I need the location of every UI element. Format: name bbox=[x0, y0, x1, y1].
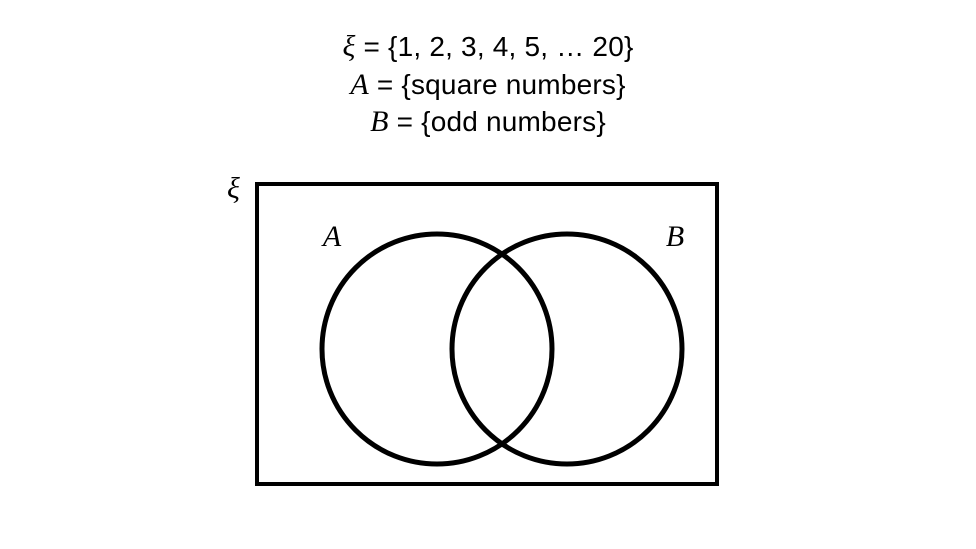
def-universal: ξ = {1, 2, 3, 4, 5, … 20} bbox=[0, 28, 976, 66]
set-definitions: ξ = {1, 2, 3, 4, 5, … 20} A = {square nu… bbox=[0, 28, 976, 141]
equals-sign: = bbox=[377, 69, 402, 100]
set-a-value: {square numbers} bbox=[401, 69, 625, 100]
universal-value: {1, 2, 3, 4, 5, … 20} bbox=[388, 31, 633, 62]
set-b-value: {odd numbers} bbox=[421, 106, 606, 137]
equals-sign: = bbox=[364, 31, 389, 62]
page-root: ξ = {1, 2, 3, 4, 5, … 20} A = {square nu… bbox=[0, 0, 976, 549]
equals-sign: = bbox=[397, 106, 422, 137]
def-set-b: B = {odd numbers} bbox=[0, 103, 976, 141]
def-set-a: A = {square numbers} bbox=[0, 66, 976, 104]
set-b-label: B bbox=[666, 220, 684, 253]
set-a-label: A bbox=[321, 220, 342, 253]
venn-diagram: ξ AB bbox=[253, 180, 723, 490]
universal-symbol: ξ bbox=[342, 30, 355, 63]
universe-label: ξ bbox=[227, 172, 240, 206]
venn-svg: AB bbox=[253, 180, 723, 490]
set-b-symbol: B bbox=[370, 105, 389, 138]
set-a-symbol: A bbox=[350, 68, 369, 101]
